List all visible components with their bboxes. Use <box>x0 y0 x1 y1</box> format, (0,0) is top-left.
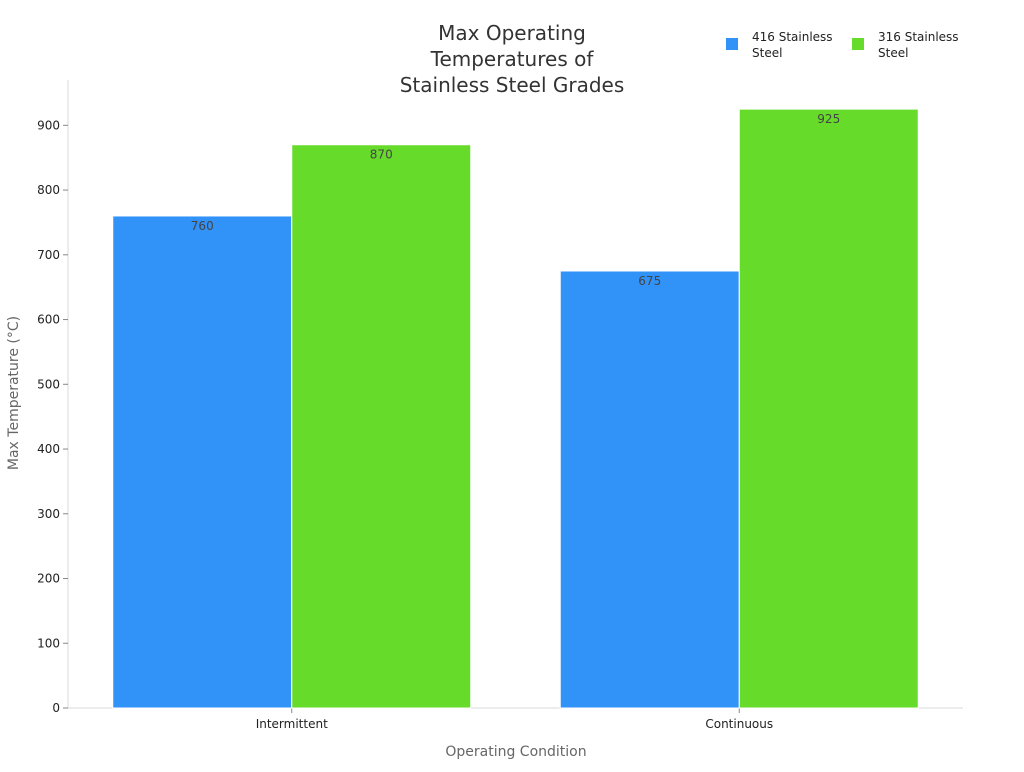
chart-title-line-3: Stainless Steel Grades <box>400 73 625 97</box>
x-tick-label: Intermittent <box>256 717 328 731</box>
legend: 416 Stainless Steel 316 Stainless Steel <box>726 30 959 60</box>
y-tick-label: 700 <box>37 248 60 262</box>
data-label: 760 <box>191 219 214 233</box>
legend-swatch <box>852 38 864 50</box>
chart-title-line-2: Temperatures of <box>430 47 595 71</box>
y-axis-title: Max Temperature (°C) <box>6 316 22 470</box>
y-tick-label: 300 <box>37 507 60 521</box>
legend-label: Steel <box>752 46 782 60</box>
bar <box>112 215 293 709</box>
legend-swatch <box>726 38 738 50</box>
y-tick-label: 100 <box>37 636 60 650</box>
bar <box>559 270 740 709</box>
y-tick-label: 600 <box>37 313 60 327</box>
data-label: 870 <box>370 148 393 162</box>
y-tick-label: 800 <box>37 183 60 197</box>
bars <box>112 108 919 709</box>
bar <box>738 108 919 709</box>
data-labels: 760 870 675 925 <box>191 112 840 288</box>
y-tick-label: 900 <box>37 118 60 132</box>
x-axis-title: Operating Condition <box>445 744 586 760</box>
data-label: 675 <box>638 274 661 288</box>
y-tick-label: 400 <box>37 442 60 456</box>
y-tick-label: 0 <box>52 701 60 715</box>
axes: 0 100 200 300 400 500 600 700 800 900 Intermittent… <box>37 80 963 731</box>
legend-label: 416 Stainless <box>752 30 833 44</box>
y-tick-label: 500 <box>37 377 60 391</box>
y-tick-label: 200 <box>37 572 60 586</box>
legend-label: Steel <box>878 46 908 60</box>
chart-title-line-1: Max Operating <box>438 21 586 45</box>
legend-label: 316 Stainless <box>878 30 959 44</box>
data-label: 925 <box>817 112 840 126</box>
x-tick-label: Continuous <box>705 717 773 731</box>
bar <box>291 144 472 709</box>
